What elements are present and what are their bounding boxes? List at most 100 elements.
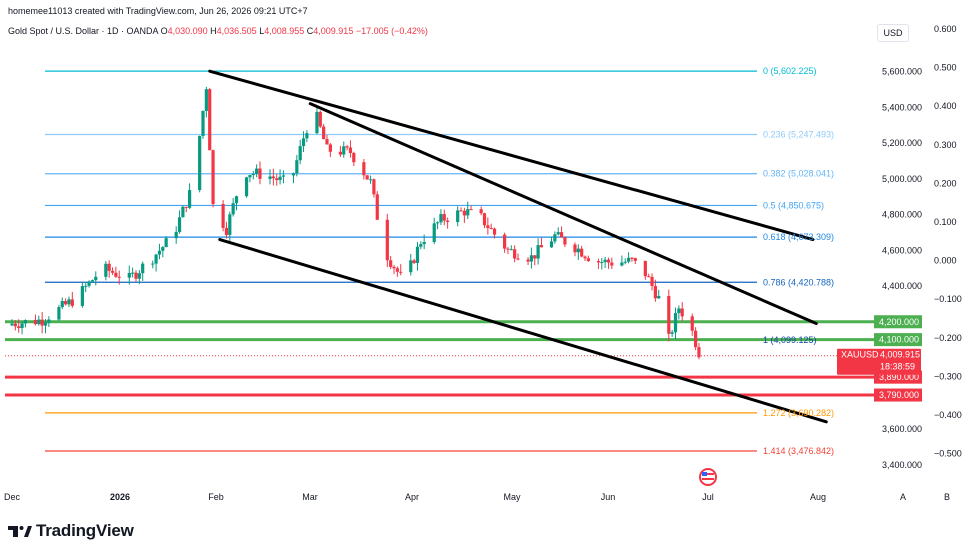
candle-body xyxy=(489,228,493,230)
candle-body xyxy=(549,241,554,248)
candle-body xyxy=(459,210,463,212)
candle-body xyxy=(184,206,188,208)
ratio-axis-tick: 0.100 xyxy=(934,217,957,227)
price-axis-tick: 4,800.000 xyxy=(882,210,922,220)
candle-body xyxy=(596,261,601,263)
trendline[interactable] xyxy=(208,69,815,242)
candle-body xyxy=(469,209,473,211)
candle-body xyxy=(20,323,24,329)
log-scale-button[interactable]: B xyxy=(944,492,950,502)
tradingview-logo[interactable]: TradingView xyxy=(8,520,134,542)
candle-body xyxy=(234,196,239,204)
candle-body xyxy=(479,209,483,214)
candle-body xyxy=(231,203,235,215)
level-price-tag xyxy=(874,388,922,402)
candle-body xyxy=(301,138,306,147)
ratio-axis-tick: −0.500 xyxy=(934,449,962,459)
candle-body xyxy=(248,175,252,178)
candle-body xyxy=(268,176,272,179)
price-axis-tick: 5,600.000 xyxy=(882,67,922,77)
current-price-tag xyxy=(837,348,921,375)
candle-body xyxy=(84,285,88,287)
level-price-label: 3,790.000 xyxy=(879,390,919,400)
candle-body xyxy=(643,260,647,277)
auto-scale-button[interactable]: A xyxy=(900,492,906,502)
candle-body xyxy=(462,210,466,216)
candle-body xyxy=(221,204,225,228)
candle-body xyxy=(164,238,168,248)
candle-body xyxy=(40,319,44,326)
candle-body xyxy=(255,168,259,174)
candle-body xyxy=(342,146,346,155)
fib-level-label: 0.382 (5,028.041) xyxy=(763,169,834,179)
candle-body xyxy=(623,261,627,263)
fib-level-label: 0.236 (5,247.493) xyxy=(763,130,834,140)
us-event-icon[interactable] xyxy=(699,468,717,486)
candle-body xyxy=(338,151,342,155)
candle-body xyxy=(626,257,631,262)
candle-body xyxy=(446,220,450,223)
price-axis-tick: 3,600.000 xyxy=(882,424,922,434)
candle-body xyxy=(399,271,403,273)
price-axis-tick: 5,400.000 xyxy=(882,102,922,112)
low-value: 4,008.955 xyxy=(264,26,305,36)
fib-level-label: 0 (5,602.225) xyxy=(763,66,817,76)
time-axis-tick: 2026 xyxy=(110,492,130,502)
ratio-axis-tick: 0.300 xyxy=(934,140,957,150)
candle-body xyxy=(211,150,215,205)
ratio-axis-tick: −0.100 xyxy=(934,294,962,304)
candle-body xyxy=(586,258,590,262)
candle-body xyxy=(419,244,423,247)
candle-body xyxy=(385,219,389,261)
candle-body xyxy=(328,144,332,152)
candle-body xyxy=(60,301,64,308)
ratio-axis-tick: 0.200 xyxy=(934,178,957,188)
candle-body xyxy=(690,316,694,331)
price-axis-tick: 5,000.000 xyxy=(882,174,922,184)
candle-body xyxy=(415,246,420,263)
candle-body xyxy=(630,257,634,259)
candle-body xyxy=(573,244,577,253)
candle-body xyxy=(87,281,91,286)
candle-body xyxy=(104,263,108,277)
fib-level-label: 1.272 (3,690.282) xyxy=(763,408,834,418)
candle-body xyxy=(188,190,192,208)
candle-body xyxy=(318,111,322,127)
candle-body xyxy=(392,266,396,269)
candle-body xyxy=(563,237,567,245)
candle-body xyxy=(137,273,141,279)
candle-body xyxy=(513,249,517,259)
candle-body xyxy=(556,232,560,235)
trendline[interactable] xyxy=(308,102,818,326)
candle-body xyxy=(275,178,279,181)
level-price-label: 4,100.000 xyxy=(879,335,919,345)
symbol-title[interactable]: Gold Spot / U.S. Dollar · 1D · OANDA xyxy=(8,26,159,36)
candle-body xyxy=(492,228,497,235)
level-price-label: 3,890.000 xyxy=(879,372,919,382)
candle-body xyxy=(228,214,232,235)
candle-body xyxy=(94,276,98,281)
candle-body xyxy=(271,176,275,179)
candle-body xyxy=(432,223,436,243)
candle-body xyxy=(33,319,38,325)
candle-body xyxy=(345,146,349,148)
candle-body xyxy=(657,295,661,299)
candle-body xyxy=(110,270,115,273)
time-axis-tick: Apr xyxy=(405,492,419,502)
price-axis-tick: 4,600.000 xyxy=(882,245,922,255)
candle-body xyxy=(305,133,309,139)
candle-body xyxy=(653,286,657,299)
level-price-tag xyxy=(874,315,922,329)
currency-button[interactable]: USD xyxy=(877,24,909,42)
fib-level-label: 0.786 (4,420.788) xyxy=(763,277,834,287)
candle-body xyxy=(677,308,681,314)
time-axis-tick: Dec xyxy=(4,492,21,502)
candle-body xyxy=(315,111,319,134)
candle-body xyxy=(107,263,111,271)
candle-body xyxy=(37,319,41,325)
fib-level-label: 1.414 (3,476.842) xyxy=(763,446,834,456)
close-value: 4,009.915 xyxy=(313,26,354,36)
time-axis-tick: Mar xyxy=(302,492,318,502)
trendline[interactable] xyxy=(218,238,828,424)
